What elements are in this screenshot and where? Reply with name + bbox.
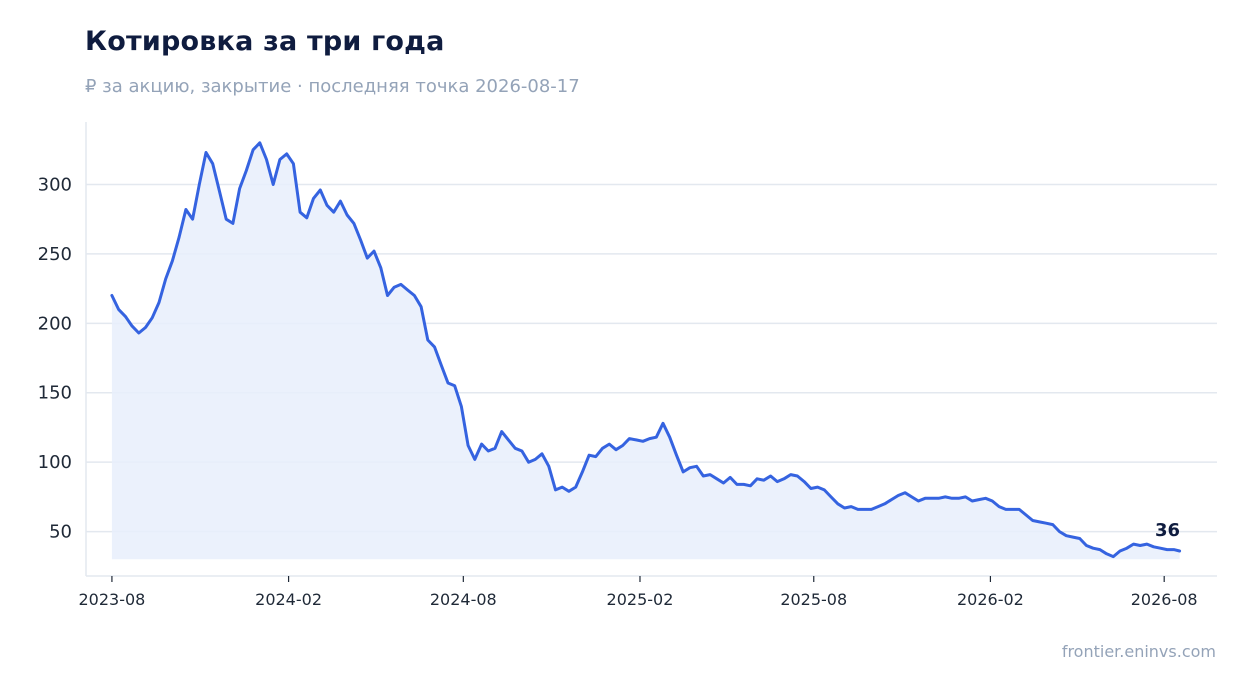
x-tick-label-2025-08: 2025-08 [780,590,847,609]
last-value-layer: 36 [1155,520,1180,541]
chart-subtitle: ₽ за акцию, закрытие · последняя точка 2… [85,76,580,97]
last-value-label: 36 [1155,520,1180,541]
x-tick-label-2026-02: 2026-02 [957,590,1024,609]
x-axis-ticks: 2023-08 2024-02 2024-08 2025-02 2025-08 2026-… [78,576,1198,609]
chart-title: Котировка за три года [85,26,445,57]
y-tick-label-100: 100 [38,452,72,473]
source-credit: frontier.eninvs.com [1061,642,1216,661]
x-tick-label-2023-08: 2023-08 [78,590,145,609]
area-fill-layer [111,142,1180,560]
price-line-layer [110,141,1182,559]
y-tick-label-200: 200 [38,313,72,334]
x-tick-label-2024-02: 2024-02 [255,590,322,609]
x-tick-label-2026-08: 2026-08 [1131,590,1198,609]
y-axis-ticks: 50 100 150 200 250 300 [38,174,72,542]
price-area [111,142,1180,560]
y-tick-label-300: 300 [38,174,72,195]
x-tick-label-2025-02: 2025-02 [607,590,674,609]
y-tick-label-150: 150 [38,383,72,404]
y-tick-label-50: 50 [49,522,72,543]
axes [85,122,1217,577]
y-tick-label-250: 250 [38,244,72,265]
price-line [110,141,1182,559]
x-tick-label-2024-08: 2024-08 [430,590,497,609]
